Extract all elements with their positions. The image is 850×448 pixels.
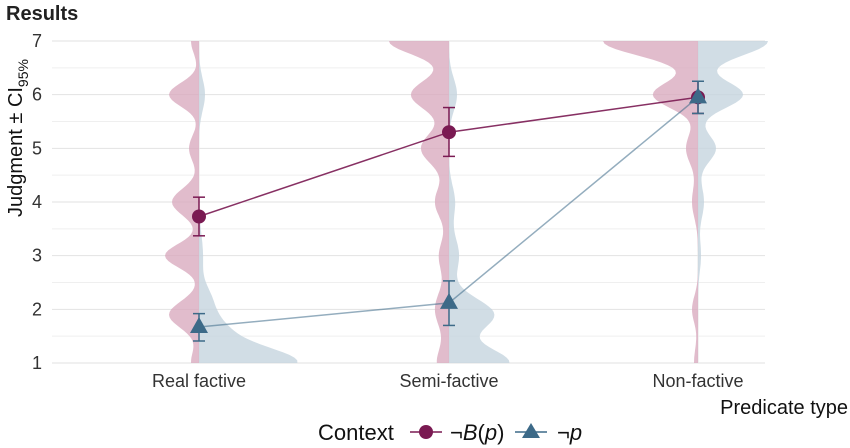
series-layer [190,80,707,342]
data-point [440,292,458,309]
y-tick-label: 1 [32,353,42,373]
data-point [689,87,707,104]
violin-right [698,41,768,363]
x-tick-label: Non-factive [652,371,743,391]
data-point [442,125,456,140]
legend-key-negb [410,425,442,439]
y-axis-title-subscript: 95% [15,59,31,87]
violin-left [165,41,199,363]
chart-title: Results [6,3,78,25]
legend-key-negp [515,423,547,438]
x-tick-label: Real factive [152,371,246,391]
legend: Context ¬B(p) ¬p [318,420,582,445]
y-tick-label: 3 [32,246,42,266]
y-tick-label: 7 [32,31,42,51]
x-axis-ticks: Real factive Semi-factive Non-factive [152,371,744,391]
data-point [192,209,206,224]
violin-left [388,41,449,363]
series-negp [190,80,707,342]
y-axis-ticks: 1 2 3 4 5 6 7 [32,31,42,373]
y-axis-title: Judgment ± CI95% [5,59,31,217]
x-axis-title: Predicate type [720,397,848,419]
violin-layer [165,41,768,363]
data-point [190,317,208,334]
y-tick-label: 2 [32,299,42,319]
y-tick-label: 4 [32,192,42,212]
legend-label-negp: ¬p [557,420,582,445]
violin-right [449,41,510,363]
legend-title: Context [318,420,394,445]
legend-label-negb: ¬B(p) [450,420,504,445]
y-tick-label: 6 [32,85,42,105]
x-tick-label: Semi-factive [399,371,498,391]
y-tick-label: 5 [32,138,42,158]
violin-right [199,41,298,363]
violin-left [603,41,698,363]
